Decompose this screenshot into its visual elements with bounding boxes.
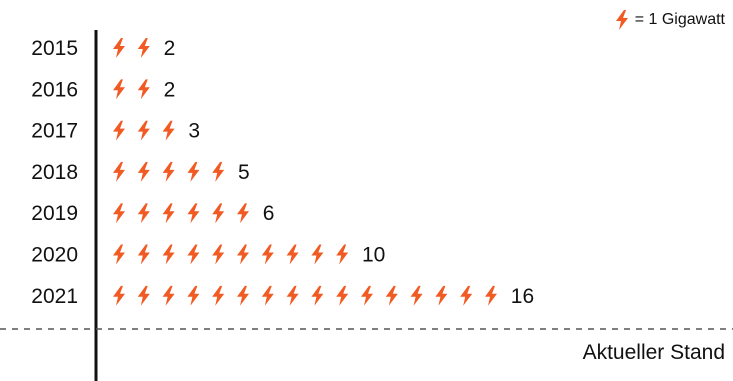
lightning-bolt-icon: [137, 38, 150, 58]
lightning-bolt-icon: [237, 203, 249, 224]
legend: = 1 Gigawatt: [615, 10, 725, 30]
current-status-label: Aktueller Stand: [582, 341, 725, 364]
value-label: 10: [362, 244, 385, 267]
lightning-bolt-icon: [311, 285, 324, 306]
lightning-bolt-icon: [261, 285, 274, 306]
lightning-bolt-icon: [187, 161, 200, 182]
lightning-bolt-icon: [137, 120, 150, 141]
year-label: 2018: [31, 161, 78, 184]
value-label: 2: [164, 78, 176, 101]
lightning-bolt-icon: [286, 244, 299, 265]
lightning-bolt-icon: [615, 10, 628, 30]
lightning-bolt-icon: [162, 203, 175, 224]
lightning-bolt-icon: [212, 244, 225, 265]
year-label: 2019: [31, 202, 78, 225]
chart-rows: 2015 2 2016 2 2017 3 2018 5 2019 6 2020 10 2021 16: [31, 37, 534, 308]
legend-label: = 1 Gigawatt: [634, 11, 725, 28]
lightning-bolt-icon: [212, 161, 225, 182]
lightning-bolt-icon: [261, 244, 274, 265]
lightning-bolt-icon: [137, 203, 150, 224]
value-label: 2: [164, 37, 176, 60]
year-label: 2016: [31, 78, 78, 101]
year-label: 2020: [31, 244, 78, 267]
row-2017: 2017 3: [31, 120, 200, 143]
lightning-bolt-icon: [113, 79, 125, 100]
lightning-bolt-icon: [410, 285, 423, 306]
row-2019: 2019 6: [31, 202, 274, 225]
lightning-bolt-icon: [113, 285, 125, 306]
row-2016: 2016 2: [31, 78, 175, 101]
lightning-bolt-icon: [113, 203, 125, 224]
value-label: 16: [511, 285, 534, 308]
lightning-bolt-icon: [113, 38, 125, 58]
lightning-bolt-icon: [336, 285, 349, 306]
lightning-bolt-icon: [137, 161, 150, 182]
lightning-bolt-icon: [137, 79, 150, 100]
lightning-bolt-icon: [311, 244, 324, 265]
lightning-bolt-icon: [212, 285, 225, 306]
year-label: 2015: [31, 37, 78, 60]
lightning-bolt-icon: [460, 285, 473, 306]
lightning-bolt-icon: [187, 285, 200, 306]
lightning-bolt-icon: [113, 244, 125, 265]
row-2018: 2018 5: [31, 161, 249, 184]
lightning-bolt-icon: [237, 285, 249, 306]
lightning-bolt-icon: [237, 244, 249, 265]
lightning-bolt-icon: [286, 285, 299, 306]
lightning-bolt-icon: [113, 120, 125, 141]
value-label: 3: [188, 120, 200, 143]
lightning-bolt-icon: [212, 203, 225, 224]
row-2020: 2020 10: [31, 244, 385, 267]
lightning-bolt-icon: [435, 285, 448, 306]
lightning-bolt-icon: [361, 285, 373, 306]
lightning-bolt-icon: [137, 285, 150, 306]
lightning-bolt-icon: [385, 285, 398, 306]
lightning-bolt-icon: [485, 285, 497, 306]
lightning-bolt-icon: [162, 244, 175, 265]
value-label: 5: [238, 161, 250, 184]
row-2021: 2021 16: [31, 285, 534, 308]
row-2015: 2015 2: [31, 37, 175, 60]
lightning-bolt-icon: [162, 161, 175, 182]
lightning-bolt-icon: [187, 244, 200, 265]
lightning-bolt-icon: [336, 244, 349, 265]
year-label: 2021: [31, 285, 78, 308]
lightning-bolt-icon: [187, 203, 200, 224]
year-label: 2017: [31, 120, 78, 143]
lightning-bolt-icon: [162, 285, 175, 306]
value-label: 6: [263, 202, 275, 225]
lightning-bolt-icon: [113, 161, 125, 182]
lightning-bolt-icon: [137, 244, 150, 265]
lightning-bolt-icon: [162, 120, 175, 141]
